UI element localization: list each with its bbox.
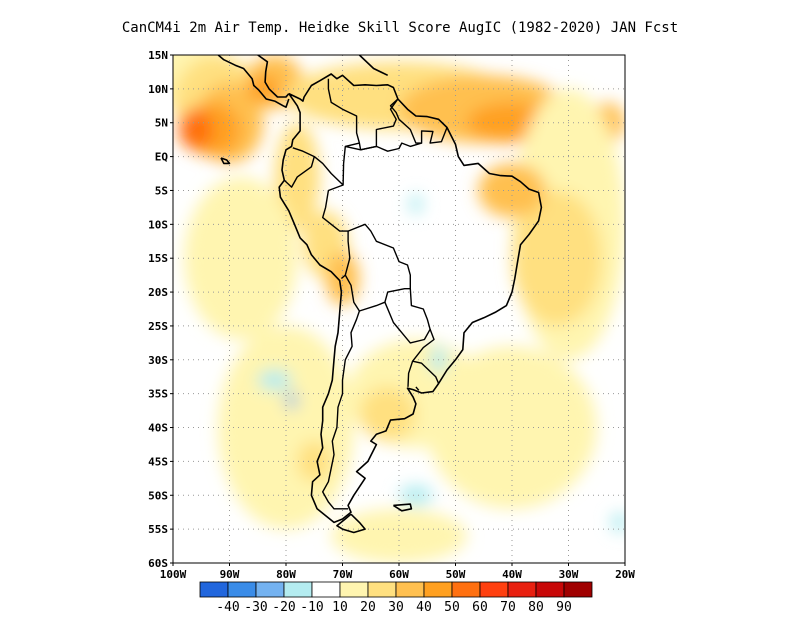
coastline-1 bbox=[358, 55, 389, 77]
colorbar-swatch bbox=[199, 581, 229, 598]
colorbar-swatch bbox=[255, 581, 285, 598]
skill-region-19 bbox=[359, 386, 416, 442]
skill-region-27 bbox=[409, 193, 423, 215]
skill-region-4 bbox=[178, 109, 213, 150]
country-borders bbox=[283, 78, 448, 510]
coastline-3 bbox=[217, 55, 290, 108]
lat-tick-label: 5N bbox=[155, 117, 168, 130]
lat-tick-label: 5S bbox=[155, 184, 168, 197]
coastline-6 bbox=[220, 157, 231, 165]
colorbar-label: -30 bbox=[244, 600, 267, 615]
border-5 bbox=[347, 223, 411, 312]
grid-lines bbox=[173, 55, 625, 563]
colorbar-swatch bbox=[339, 581, 369, 598]
longitude-axis: 100W 90W 80W 70W 60W 50W 40W 30W 20W bbox=[160, 563, 635, 581]
colorbar-label: 30 bbox=[388, 600, 404, 615]
border-1 bbox=[292, 142, 360, 186]
colorbar-label: 10 bbox=[332, 600, 348, 615]
colorbar-label: 50 bbox=[444, 600, 460, 615]
border-11 bbox=[345, 142, 422, 152]
colorbar-swatch bbox=[479, 581, 509, 598]
colorbar-swatch bbox=[423, 581, 453, 598]
colorbar-swatch bbox=[451, 581, 481, 598]
lat-tick-label: EQ bbox=[155, 151, 169, 164]
lon-tick-label: 20W bbox=[615, 568, 635, 581]
latitude-axis: 15N 10N 5N EQ 5S 10S 15S 20S 25S 30S 35S 40S 45S 50S 5… bbox=[148, 49, 173, 570]
coastline-4 bbox=[336, 513, 366, 534]
skill-region-25 bbox=[286, 392, 298, 409]
skill-region-22 bbox=[297, 441, 332, 482]
lat-tick-label: 50S bbox=[148, 489, 168, 502]
colorbar-swatch bbox=[311, 581, 341, 598]
coastline-0 bbox=[278, 73, 543, 524]
border-0 bbox=[327, 78, 399, 151]
lat-tick-label: 30S bbox=[148, 354, 168, 367]
colorbar-label: -10 bbox=[300, 600, 323, 615]
lon-tick-label: 60W bbox=[389, 568, 409, 581]
colorbar-label: 80 bbox=[528, 600, 544, 615]
colorbar-label: 20 bbox=[360, 600, 376, 615]
coastline-5 bbox=[392, 503, 413, 512]
lon-tick-label: 90W bbox=[220, 568, 240, 581]
colorbar-label: -20 bbox=[272, 600, 295, 615]
coastlines bbox=[217, 55, 543, 534]
colorbar-swatch bbox=[535, 581, 565, 598]
skill-region-13 bbox=[512, 190, 603, 326]
lon-tick-label: 70W bbox=[333, 568, 353, 581]
chart-title: CanCM4i 2m Air Temp. Heidke Skill Score … bbox=[121, 20, 679, 36]
lat-tick-label: 15N bbox=[148, 49, 168, 62]
colorbar-swatch bbox=[395, 581, 425, 598]
border-2 bbox=[283, 156, 315, 188]
lat-tick-label: 40S bbox=[148, 422, 168, 435]
skill-region-15 bbox=[184, 176, 298, 340]
coastline-2 bbox=[257, 55, 290, 98]
skill-region-17 bbox=[325, 251, 360, 306]
skill-region-26 bbox=[399, 485, 433, 506]
lat-tick-label: 20S bbox=[148, 286, 168, 299]
border-3 bbox=[322, 184, 351, 280]
border-6 bbox=[384, 288, 431, 344]
colorbar-label: 90 bbox=[556, 600, 572, 615]
border-4 bbox=[322, 274, 361, 510]
border-8 bbox=[407, 360, 414, 387]
border-10 bbox=[398, 118, 448, 144]
colorbar-label: 70 bbox=[500, 600, 516, 615]
lat-tick-label: 15S bbox=[148, 252, 168, 265]
border-12 bbox=[389, 98, 400, 120]
lat-tick-label: 35S bbox=[148, 388, 168, 401]
lon-tick-label: 80W bbox=[276, 568, 296, 581]
colorbar-swatch bbox=[563, 581, 593, 598]
skill-region-24 bbox=[257, 369, 292, 391]
skill-region-20 bbox=[427, 346, 597, 509]
lon-tick-label: 100W bbox=[160, 568, 187, 581]
colorbar-swatch bbox=[367, 581, 397, 598]
lat-tick-label: 10S bbox=[148, 218, 168, 231]
border-9 bbox=[415, 386, 420, 391]
colorbar-label: -40 bbox=[216, 600, 239, 615]
lat-tick-label: 55S bbox=[148, 523, 168, 536]
colorbar-swatch bbox=[507, 581, 537, 598]
skill-region-29 bbox=[610, 512, 625, 533]
colorbar-label: 60 bbox=[472, 600, 488, 615]
lon-tick-label: 30W bbox=[559, 568, 579, 581]
lat-tick-label: 25S bbox=[148, 320, 168, 333]
lat-tick-label: 10N bbox=[148, 83, 168, 96]
colorbar: -40 -30 -20 -10 10 20 30 40 50 60 70 80 90 bbox=[199, 581, 593, 615]
colorbar-swatch bbox=[227, 581, 257, 598]
lat-tick-label: 45S bbox=[148, 455, 168, 468]
colorbar-swatch bbox=[283, 581, 313, 598]
lon-tick-label: 50W bbox=[446, 568, 466, 581]
skill-field bbox=[173, 55, 625, 563]
colorbar-label: 40 bbox=[416, 600, 432, 615]
lat-tick-label: 60S bbox=[148, 557, 168, 570]
lon-tick-label: 40W bbox=[502, 568, 522, 581]
